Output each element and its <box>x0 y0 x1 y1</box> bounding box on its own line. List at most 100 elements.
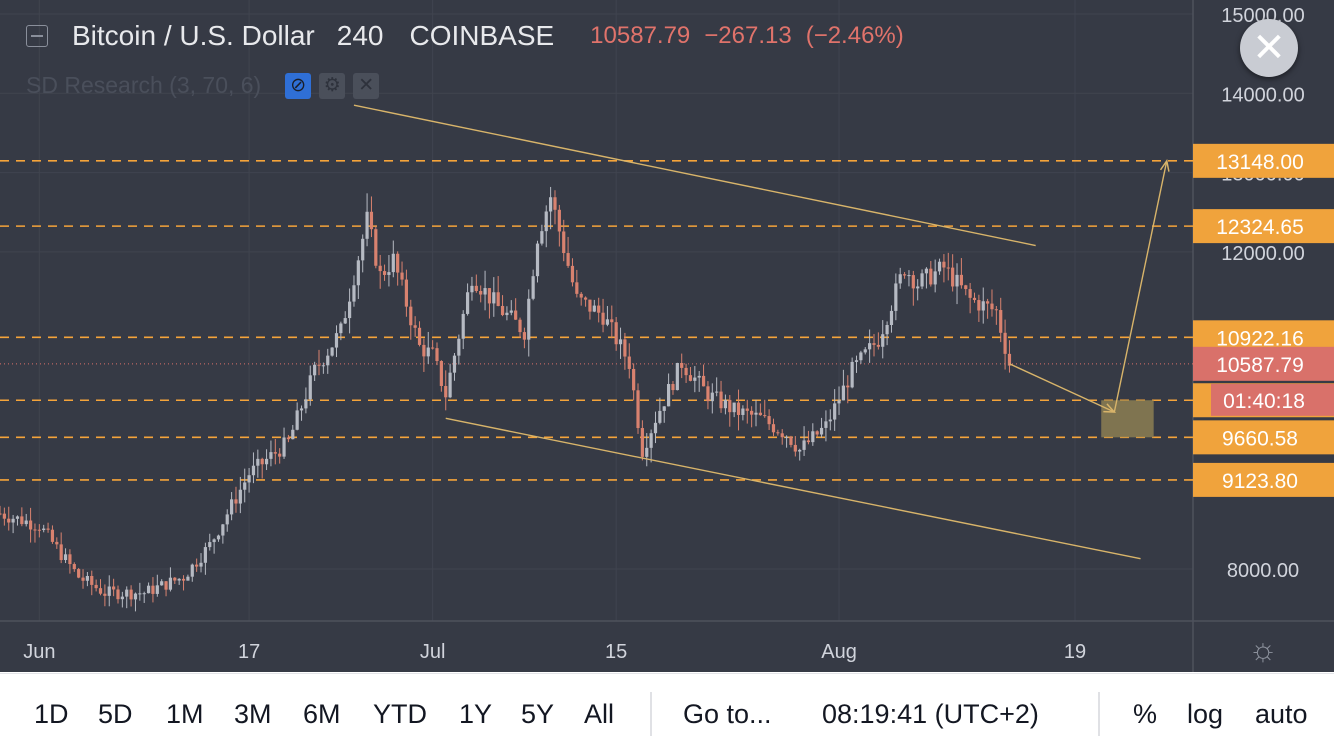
candle-body <box>278 453 282 457</box>
candle <box>946 252 950 281</box>
candle <box>164 580 168 597</box>
candle <box>11 514 15 534</box>
range-5y-button[interactable]: 5Y <box>521 699 555 729</box>
candle <box>929 260 933 287</box>
candle <box>387 255 391 287</box>
chart-area[interactable]: 15000.0014000.0013000.0012000.008000.001… <box>0 0 1334 672</box>
candle <box>819 417 824 438</box>
candle <box>793 436 797 457</box>
candle <box>133 592 138 612</box>
candle <box>483 270 487 311</box>
candle <box>771 418 776 437</box>
candle <box>173 577 177 584</box>
candle <box>492 277 496 317</box>
price-axis[interactable]: 15000.0014000.0013000.0012000.008000.001… <box>1193 5 1334 582</box>
level-price-label: 13148.00 <box>1193 143 1334 178</box>
candle <box>230 492 234 521</box>
timezone-clock[interactable]: 08:19:41 (UTC+2) <box>822 699 1039 729</box>
countdown-bg <box>1211 383 1334 416</box>
candle-body <box>90 575 94 585</box>
candle <box>413 316 417 337</box>
candle <box>951 254 955 292</box>
range-5d-button[interactable]: 5D <box>98 699 133 729</box>
candle-body <box>339 323 343 334</box>
timeframe[interactable]: 240 <box>336 20 384 51</box>
candle-body <box>610 319 614 323</box>
candle <box>142 591 146 603</box>
candle-body <box>356 260 360 286</box>
candle <box>964 284 968 296</box>
close-icon[interactable]: ✕ <box>353 72 380 99</box>
candle <box>282 427 286 459</box>
candle <box>72 562 76 572</box>
candle-body <box>885 324 889 335</box>
indicator-name[interactable]: SD Research (3, 70, 6) <box>26 72 262 98</box>
candle <box>216 534 221 542</box>
candle <box>994 306 998 325</box>
percent-scale-button[interactable]: % <box>1133 699 1158 729</box>
price-chart[interactable]: 15000.0014000.0013000.0012000.008000.001… <box>0 0 1334 672</box>
candle-body <box>693 377 697 381</box>
candle <box>339 321 343 341</box>
level-price-label: 12324.65 <box>1193 209 1334 244</box>
candle-body <box>968 289 972 298</box>
candle-body <box>247 475 251 483</box>
auto-scale-button[interactable]: auto <box>1255 699 1308 729</box>
current-price-bg <box>1193 346 1334 381</box>
close-chart-button[interactable]: ✕ <box>1240 19 1298 77</box>
candle-body <box>125 589 129 597</box>
drawings[interactable] <box>353 104 1170 560</box>
candle <box>417 321 422 347</box>
candle-body <box>697 375 701 378</box>
candle-body <box>2 513 6 519</box>
collapse-legend-icon[interactable] <box>26 25 48 47</box>
range-ytd-button[interactable]: YTD <box>373 699 427 729</box>
candle-body <box>195 564 199 567</box>
candle-body <box>496 292 500 306</box>
candle <box>168 567 173 592</box>
candle <box>544 205 548 248</box>
goto-date-button[interactable]: Go to... <box>683 699 772 729</box>
channel-lower <box>445 417 1141 560</box>
time-axis[interactable]: Jun 17 Jul 15 Aug 19 <box>23 641 1086 663</box>
axis-settings-button[interactable]: ☼ <box>1245 631 1281 667</box>
candle <box>723 394 728 415</box>
time-tick-label: 17 <box>238 641 260 663</box>
range-1y-button[interactable]: 1Y <box>459 699 493 729</box>
candle <box>784 435 789 448</box>
candle <box>94 579 98 592</box>
candle-body <box>540 231 544 244</box>
candle <box>640 420 644 461</box>
candle <box>846 375 850 404</box>
candle <box>400 261 404 286</box>
eye-off-icon[interactable]: ⊘ <box>285 72 312 99</box>
candle <box>557 204 561 247</box>
symbol-name[interactable]: Bitcoin / U.S. Dollar <box>72 20 315 51</box>
level-label-text: 9123.80 <box>1222 470 1298 493</box>
range-1d-button[interactable]: 1D <box>34 699 69 729</box>
range-all-button[interactable]: All <box>584 699 615 729</box>
candle-body <box>190 564 194 577</box>
candle-body <box>789 436 793 445</box>
price-tick-label: 12000.00 <box>1221 243 1304 265</box>
candle-body <box>916 286 920 289</box>
range-3m-button[interactable]: 3M <box>234 699 272 729</box>
candle-body <box>256 458 260 466</box>
candle-body <box>771 424 776 433</box>
candle <box>361 234 365 273</box>
candle <box>396 251 400 286</box>
log-scale-button[interactable]: log <box>1187 699 1224 729</box>
candle <box>942 254 946 283</box>
candle-body <box>273 452 277 454</box>
range-1m-button[interactable]: 1M <box>166 699 204 729</box>
candle <box>444 370 448 411</box>
candle-body <box>649 433 653 448</box>
range-6m-button[interactable]: 6M <box>303 699 341 729</box>
candle-body <box>94 584 98 589</box>
candle-body <box>719 391 723 409</box>
level-label-text: 9660.58 <box>1222 427 1298 450</box>
gear-icon[interactable]: ⚙ <box>319 72 346 99</box>
symbol-legend: Bitcoin / U.S. Dollar 240 COINBASE 10587… <box>26 20 918 52</box>
candle-body <box>98 588 103 594</box>
candle-body <box>736 402 741 415</box>
